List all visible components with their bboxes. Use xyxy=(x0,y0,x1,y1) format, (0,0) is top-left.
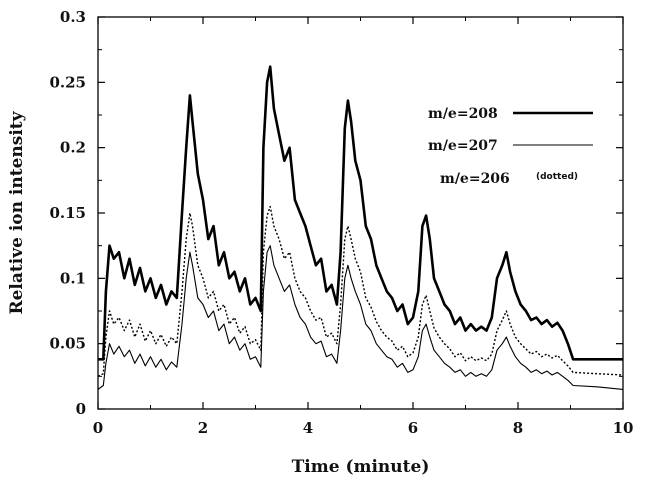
y-axis-ticks: 0 0.05 0.1 0.15 0.2 0.25 0.3 xyxy=(49,8,623,418)
y-tick-label: 0.25 xyxy=(49,73,86,91)
x-axis-title: Time (minute) xyxy=(292,457,430,477)
series-line-3 xyxy=(97,205,624,377)
x-tick-label: 4 xyxy=(303,419,313,437)
y-tick-label: 0.15 xyxy=(49,204,86,222)
y-axis-title: Relative ion intensity xyxy=(7,110,27,314)
x-axis-ticks: 0 2 4 6 8 10 xyxy=(93,17,634,437)
y-tick-label: 0.1 xyxy=(60,269,86,287)
series-line-2 xyxy=(97,245,624,390)
legend-label-1: m/e=208 xyxy=(428,106,498,122)
x-tick-label: 10 xyxy=(613,419,634,437)
series-layer xyxy=(97,65,624,390)
x-tick-label: 2 xyxy=(198,419,208,437)
x-tick-label: 0 xyxy=(93,419,103,437)
legend-note-3: (dotted) xyxy=(536,172,578,182)
y-tick-label: 0 xyxy=(76,400,86,418)
x-tick-label: 6 xyxy=(408,419,418,437)
legend: m/e=208 m/e=207 m/e=206 (dotted) xyxy=(428,106,593,187)
x-tick-label: 8 xyxy=(513,419,523,437)
y-tick-label: 0.2 xyxy=(60,139,86,157)
plot-frame xyxy=(97,16,624,410)
y-tick-label: 0.3 xyxy=(60,8,86,26)
legend-label-3: m/e=206 xyxy=(440,171,510,187)
plot-border xyxy=(97,16,624,410)
y-tick-label: 0.05 xyxy=(49,335,86,353)
series-line-1 xyxy=(98,65,623,361)
legend-label-2: m/e=207 xyxy=(428,138,498,154)
